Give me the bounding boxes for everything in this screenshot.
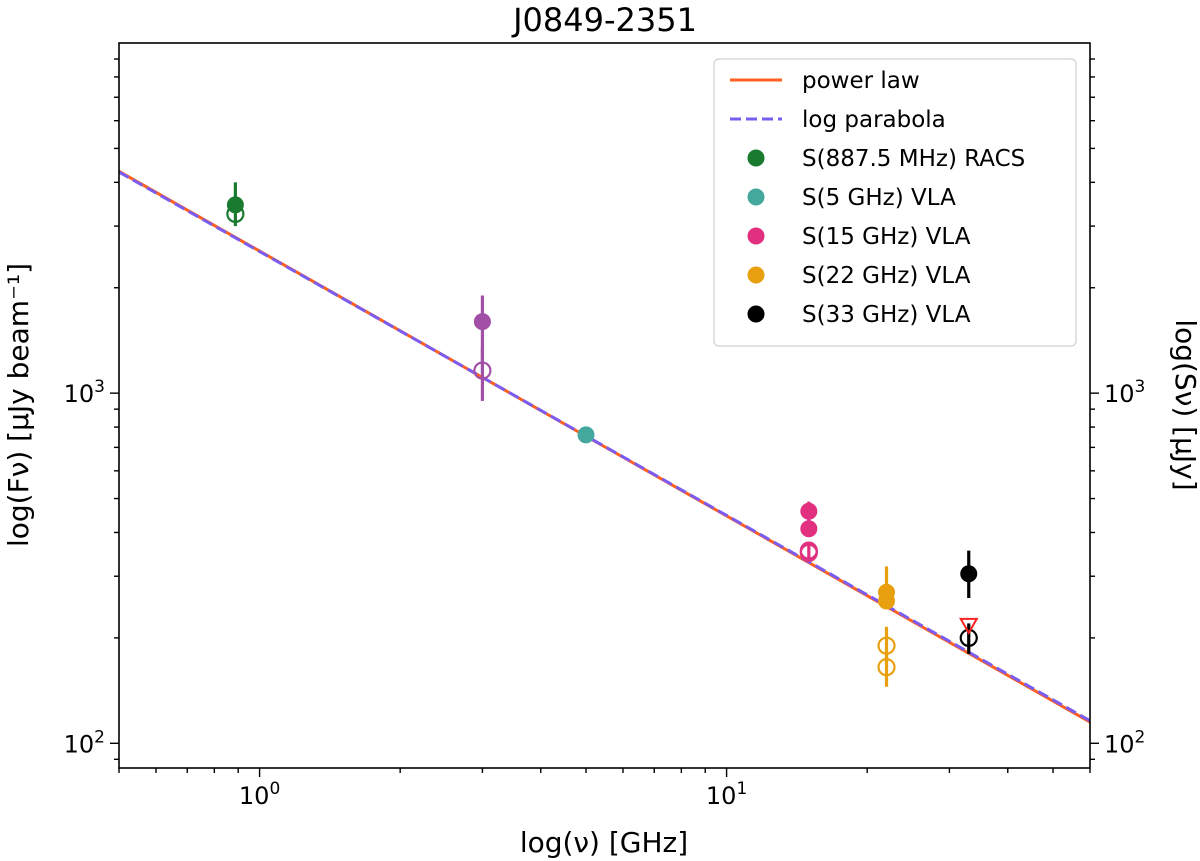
legend: power law log parabola S(887.5 MHz) RACS S(… xyxy=(713,58,1077,347)
y-axis-label-right-text: log(Sν) [μJy] xyxy=(1169,319,1200,490)
plot-frame xyxy=(118,42,1091,769)
upper-limit-marker xyxy=(959,617,979,635)
y-tick-label-right: 102 xyxy=(1104,727,1145,758)
x-tick-label: 100 xyxy=(239,779,280,810)
y-axis-label-right: log(Sν) [μJy] xyxy=(1169,319,1200,490)
y-tick-label-left: 103 xyxy=(64,377,105,408)
y-axis-label-left-text: log(Fν) [μJy beam⁻¹] xyxy=(2,263,35,547)
legend-marker xyxy=(747,266,765,284)
data-point xyxy=(800,520,818,538)
fit-line xyxy=(119,170,1090,723)
legend-label: S(22 GHz) VLA xyxy=(802,263,971,289)
plot-area xyxy=(119,170,1090,724)
legend-label: S(5 GHz) VLA xyxy=(802,185,956,211)
legend-marker xyxy=(747,149,765,167)
data-point xyxy=(800,502,818,520)
chart-title: J0849-2351 xyxy=(511,1,697,39)
data-point xyxy=(473,313,491,331)
data-point xyxy=(877,658,896,677)
data-point xyxy=(959,628,978,647)
legend-marker xyxy=(747,227,765,245)
legend-marker xyxy=(747,305,765,323)
legend-label: power law xyxy=(802,68,920,94)
legend-label: S(887.5 MHz) RACS xyxy=(802,146,1025,172)
y-tick-label-right: 103 xyxy=(1104,377,1145,408)
y-tick-label-left: 102 xyxy=(64,727,105,758)
data-point xyxy=(577,426,595,444)
data-point xyxy=(960,565,978,583)
data-point xyxy=(799,541,818,560)
legend-label: log parabola xyxy=(802,107,946,133)
data-point xyxy=(878,592,896,610)
x-tick-label: 101 xyxy=(706,779,747,810)
legend-label: S(33 GHz) VLA xyxy=(802,302,971,328)
legend-box xyxy=(713,58,1077,347)
legend-label: S(15 GHz) VLA xyxy=(802,224,971,250)
axis-ticks: 100 101 102 102 103 103 xyxy=(64,58,1145,810)
legend-marker xyxy=(747,188,765,206)
x-axis-label: log(ν) [GHz] xyxy=(520,826,688,859)
data-point xyxy=(473,361,492,380)
data-point xyxy=(226,204,245,224)
y-axis-label-left: log(Fν) [μJy beam⁻¹] xyxy=(2,263,35,547)
